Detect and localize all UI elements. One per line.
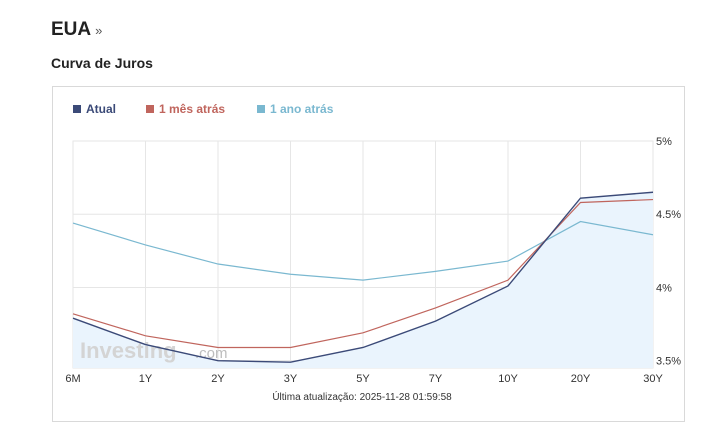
data-point — [362, 346, 365, 349]
y-tick-label: 3.5% — [656, 356, 681, 368]
data-point — [217, 359, 220, 362]
data-point — [144, 243, 147, 246]
x-tick-label: 3Y — [284, 373, 298, 385]
series-line-2 — [72, 220, 654, 281]
data-point — [362, 279, 365, 282]
data-point — [217, 263, 220, 266]
data-point — [579, 220, 582, 223]
x-tick-label: 30Y — [643, 373, 663, 385]
x-tick-label: 1Y — [139, 373, 153, 385]
series-area-atual — [73, 192, 653, 368]
x-tick-label: 10Y — [498, 373, 518, 385]
data-point — [507, 284, 510, 287]
data-point — [507, 260, 510, 263]
x-tick-label: 2Y — [211, 373, 225, 385]
data-point — [434, 306, 437, 309]
data-point — [289, 346, 292, 349]
data-point — [652, 191, 655, 194]
last-update-text: Última atualização: 2025-11-28 01:59:58 — [272, 390, 452, 403]
data-point — [652, 198, 655, 201]
data-point — [652, 233, 655, 236]
series-line-0 — [72, 191, 654, 363]
data-point — [144, 334, 147, 337]
data-point — [72, 312, 75, 315]
y-tick-label: 5% — [656, 136, 672, 148]
data-point — [144, 343, 147, 346]
page-title[interactable]: EUA» — [51, 19, 102, 41]
legend-item-label[interactable]: 1 mês atrás — [159, 102, 225, 116]
legend-swatch[interactable] — [73, 105, 81, 113]
x-tick-label: 7Y — [429, 373, 443, 385]
legend-item-label[interactable]: 1 ano atrás — [270, 102, 334, 116]
legend-swatch[interactable] — [257, 105, 265, 113]
section-title: Curva de Juros — [51, 55, 153, 71]
data-point — [434, 270, 437, 273]
legend-swatch[interactable] — [146, 105, 154, 113]
chart-box — [52, 86, 685, 422]
x-tick-label: 5Y — [356, 373, 370, 385]
y-tick-label: 4% — [656, 282, 672, 294]
x-tick-label: 6M — [65, 373, 80, 385]
x-tick-label: 20Y — [571, 373, 591, 385]
data-point — [507, 279, 510, 282]
page-title-text[interactable]: EUA — [51, 19, 92, 40]
watermark-logo: Investing — [80, 338, 177, 363]
legend-item-label[interactable]: Atual — [86, 102, 116, 116]
data-point — [289, 361, 292, 364]
data-point — [72, 222, 75, 225]
data-point — [362, 331, 365, 334]
y-tick-label: 4.5% — [656, 209, 681, 221]
data-point — [434, 320, 437, 323]
data-point — [579, 197, 582, 200]
data-point — [72, 317, 75, 320]
data-point — [289, 273, 292, 276]
data-point — [217, 346, 220, 349]
data-point — [579, 201, 582, 204]
more-arrow-icon[interactable]: » — [95, 23, 103, 38]
